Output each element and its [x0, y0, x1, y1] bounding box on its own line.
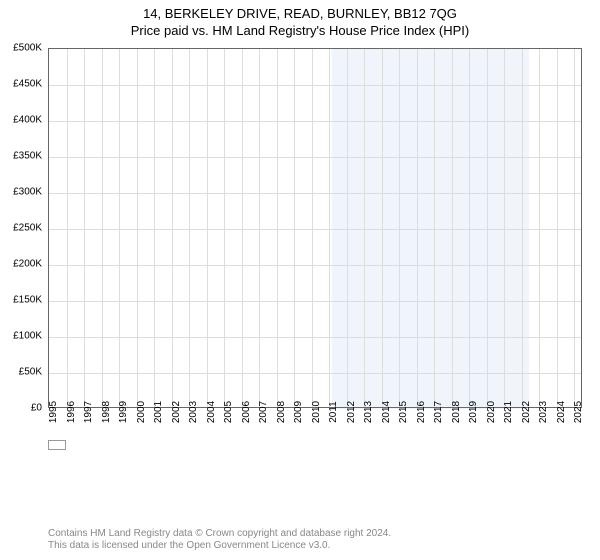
x-axis-label: 2002 — [171, 401, 182, 423]
y-axis-label: £500K — [0, 43, 42, 54]
plot-area — [48, 48, 582, 408]
grid-line-v — [172, 49, 173, 407]
x-axis-label: 1995 — [48, 401, 59, 423]
y-axis-label: £350K — [0, 151, 42, 162]
grid-line-v — [399, 49, 400, 407]
grid-line-v — [207, 49, 208, 407]
grid-line-h — [49, 121, 581, 122]
grid-line-v — [469, 49, 470, 407]
x-axis-label: 2020 — [486, 401, 497, 423]
grid-line-v — [434, 49, 435, 407]
x-axis-label: 2025 — [573, 401, 584, 423]
grid-line-v — [487, 49, 488, 407]
x-axis-label: 2011 — [328, 401, 339, 423]
grid-line-v — [154, 49, 155, 407]
grid-line-v — [137, 49, 138, 407]
chart-container: 14, BERKELEY DRIVE, READ, BURNLEY, BB12 … — [0, 0, 600, 560]
grid-line-v — [294, 49, 295, 407]
x-axis-label: 2014 — [381, 401, 392, 423]
title-main: 14, BERKELEY DRIVE, READ, BURNLEY, BB12 … — [0, 6, 600, 21]
x-axis-label: 2022 — [521, 401, 532, 423]
x-axis-label: 2007 — [258, 401, 269, 423]
x-axis-label: 1996 — [66, 401, 77, 423]
grid-line-v — [67, 49, 68, 407]
y-axis-label: £400K — [0, 115, 42, 126]
grid-line-h — [49, 229, 581, 230]
footer: Contains HM Land Registry data © Crown c… — [48, 528, 391, 552]
x-axis-label: 2013 — [363, 401, 374, 423]
grid-line-v — [382, 49, 383, 407]
x-axis-label: 2005 — [223, 401, 234, 423]
grid-line-h — [49, 373, 581, 374]
grid-line-v — [259, 49, 260, 407]
grid-line-v — [224, 49, 225, 407]
x-axis-label: 2024 — [556, 401, 567, 423]
grid-line-v — [417, 49, 418, 407]
x-axis-label: 2009 — [293, 401, 304, 423]
grid-line-v — [84, 49, 85, 407]
grid-line-h — [49, 337, 581, 338]
grid-line-v — [522, 49, 523, 407]
x-axis-label: 2008 — [276, 401, 287, 423]
x-axis-label: 1999 — [118, 401, 129, 423]
footer-line-1: Contains HM Land Registry data © Crown c… — [48, 528, 391, 540]
x-axis-label: 1997 — [83, 401, 94, 423]
grid-line-v — [277, 49, 278, 407]
grid-line-h — [49, 265, 581, 266]
grid-line-h — [49, 157, 581, 158]
y-axis-label: £50K — [0, 367, 42, 378]
grid-line-v — [312, 49, 313, 407]
legend — [48, 440, 66, 450]
grid-line-v — [347, 49, 348, 407]
title-sub: Price paid vs. HM Land Registry's House … — [0, 23, 600, 38]
grid-line-h — [49, 193, 581, 194]
grid-line-v — [504, 49, 505, 407]
x-axis-label: 2023 — [538, 401, 549, 423]
chart-area: £0£50K£100K£150K£200K£250K£300K£350K£400… — [48, 48, 582, 408]
grid-line-v — [364, 49, 365, 407]
x-axis-label: 1998 — [101, 401, 112, 423]
x-axis-label: 2019 — [468, 401, 479, 423]
y-axis-label: £300K — [0, 187, 42, 198]
grid-line-v — [189, 49, 190, 407]
y-axis-label: £200K — [0, 259, 42, 270]
x-axis-label: 2012 — [346, 401, 357, 423]
grid-line-h — [49, 85, 581, 86]
y-axis-label: £0 — [0, 403, 42, 414]
y-axis-label: £250K — [0, 223, 42, 234]
x-axis-label: 2003 — [188, 401, 199, 423]
title-block: 14, BERKELEY DRIVE, READ, BURNLEY, BB12 … — [0, 0, 600, 38]
grid-line-v — [452, 49, 453, 407]
grid-line-v — [329, 49, 330, 407]
grid-line-h — [49, 301, 581, 302]
x-axis-label: 2016 — [416, 401, 427, 423]
y-axis-label: £450K — [0, 79, 42, 90]
x-axis-label: 2000 — [136, 401, 147, 423]
grid-line-v — [119, 49, 120, 407]
x-axis-label: 2017 — [433, 401, 444, 423]
x-axis-label: 2004 — [206, 401, 217, 423]
grid-line-v — [102, 49, 103, 407]
grid-line-v — [539, 49, 540, 407]
grid-line-v — [557, 49, 558, 407]
y-axis-label: £150K — [0, 295, 42, 306]
x-axis-label: 2010 — [311, 401, 322, 423]
x-axis-label: 2021 — [503, 401, 514, 423]
x-axis-label: 2015 — [398, 401, 409, 423]
x-axis-label: 2001 — [153, 401, 164, 423]
footer-line-2: This data is licensed under the Open Gov… — [48, 540, 391, 552]
x-axis-label: 2006 — [241, 401, 252, 423]
y-axis-label: £100K — [0, 331, 42, 342]
x-axis-label: 2018 — [451, 401, 462, 423]
grid-line-v — [574, 49, 575, 407]
grid-line-v — [242, 49, 243, 407]
